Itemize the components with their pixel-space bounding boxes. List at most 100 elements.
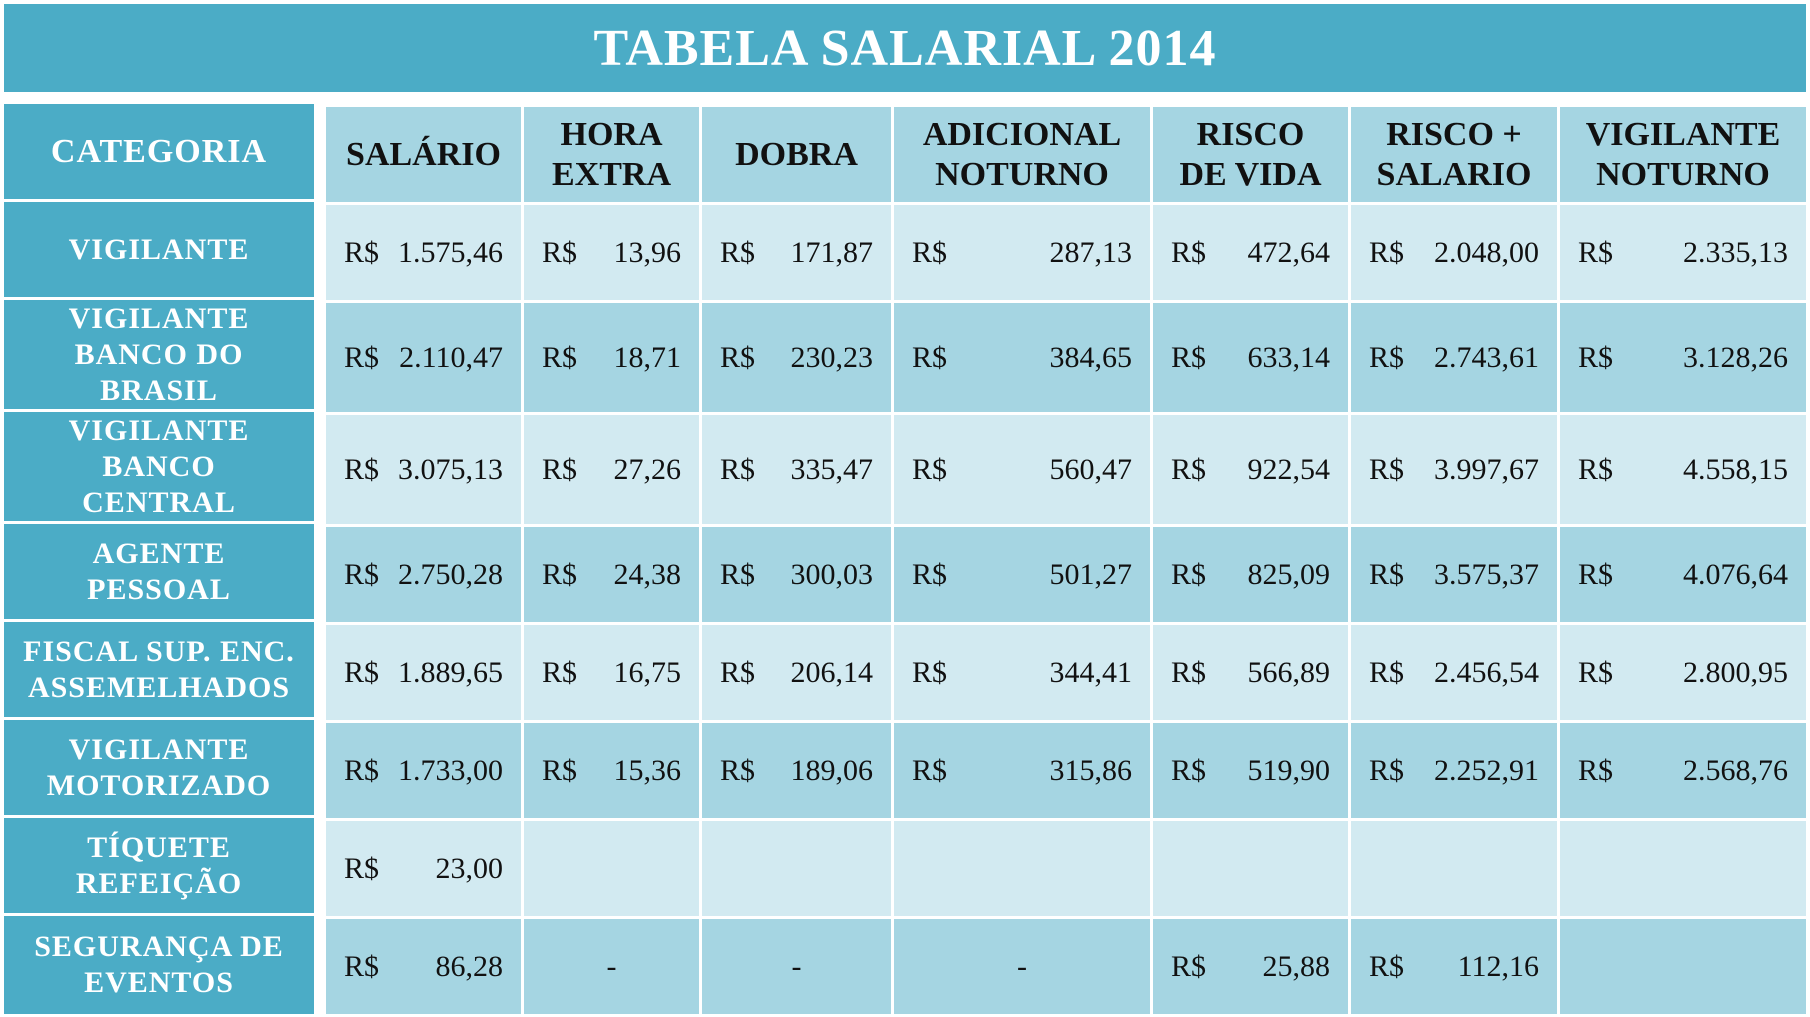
category-cell: FISCAL SUP. ENC. ASSEMELHADOS: [4, 622, 314, 720]
amount: 189,06: [790, 753, 874, 787]
currency-symbol: R$: [1369, 949, 1405, 983]
table-row: R$ 23,00: [323, 818, 1809, 919]
amount: 4.076,64: [1683, 557, 1788, 591]
currency-symbol: R$: [1369, 340, 1405, 374]
table-cell: R$ 501,27: [891, 524, 1153, 625]
table-cell: R$ 2.048,00: [1348, 202, 1560, 303]
amount: 315,86: [1049, 753, 1133, 787]
table-cell: R$ 287,13: [891, 202, 1153, 303]
table-cell: R$ 189,06: [699, 720, 894, 821]
amount: 171,87: [790, 235, 874, 269]
category-cell: SEGURANÇA DE EVENTOS: [4, 916, 314, 1014]
table-cell: R$ 922,54: [1150, 412, 1351, 527]
table-cell: R$ 2.335,13: [1557, 202, 1809, 303]
currency-symbol: R$: [912, 655, 948, 689]
currency-symbol: R$: [912, 452, 948, 486]
table-cell: R$ 560,47: [891, 412, 1153, 527]
currency-symbol: R$: [1369, 655, 1405, 689]
table-cell: R$ 15,36: [521, 720, 702, 821]
table-row: R$ 86,28- - - R$ 25,88 R$ 112,16: [323, 916, 1809, 1017]
table-cell: R$ 18,71: [521, 300, 702, 415]
amount: 16,75: [613, 655, 682, 689]
currency-symbol: R$: [542, 753, 578, 787]
table-cell: R$ 2.800,95: [1557, 622, 1809, 723]
table-cell: R$ 566,89: [1150, 622, 1351, 723]
table-cell: R$ 86,28: [323, 916, 524, 1017]
amount: 27,26: [613, 452, 682, 486]
table-row: R$ 1.575,46 R$ 13,96 R$ 171,87 R$ 287,13 R$ 472,6…: [323, 202, 1809, 303]
currency-symbol: R$: [1578, 557, 1614, 591]
amount: 24,38: [613, 557, 682, 591]
table-cell: -: [521, 916, 702, 1017]
amount: 3.997,67: [1434, 452, 1539, 486]
amount: 3.075,13: [398, 452, 503, 486]
amount: 86,28: [435, 949, 504, 983]
table-cell: -: [891, 916, 1153, 1017]
table-cell: R$ 1.733,00: [323, 720, 524, 821]
table-cell: R$ 633,14: [1150, 300, 1351, 415]
amount: 206,14: [790, 655, 874, 689]
table-cell: R$ 3.997,67: [1348, 412, 1560, 527]
table-cell: R$ 4.558,15: [1557, 412, 1809, 527]
table-cell: R$ 2.743,61: [1348, 300, 1560, 415]
page-title: TABELA SALARIAL 2014: [4, 4, 1806, 92]
table-cell: R$ 825,09: [1150, 524, 1351, 625]
currency-symbol: R$: [912, 753, 948, 787]
currency-symbol: R$: [1578, 655, 1614, 689]
table-cell: R$ 335,47: [699, 412, 894, 527]
table-cell: R$ 3.575,37: [1348, 524, 1560, 625]
table-cell: R$ 2.750,28: [323, 524, 524, 625]
currency-symbol: R$: [1369, 557, 1405, 591]
table-cell: [1348, 818, 1560, 919]
currency-symbol: R$: [542, 340, 578, 374]
column-header-salario: SALÁRIO: [323, 104, 524, 205]
table-cell: R$ 24,38: [521, 524, 702, 625]
amount: 384,65: [1049, 340, 1133, 374]
currency-symbol: R$: [1578, 235, 1614, 269]
amount: 566,89: [1247, 655, 1331, 689]
amount: 25,88: [1262, 949, 1331, 983]
table-cell: R$ 16,75: [521, 622, 702, 723]
column-header-adicional-noturno: ADICIONAL NOTURNO: [891, 104, 1153, 205]
amount: 335,47: [790, 452, 874, 486]
table-cell: R$ 300,03: [699, 524, 894, 625]
table-row: R$ 1.733,00 R$ 15,36 R$ 189,06 R$ 315,86 R$ 519,9…: [323, 720, 1809, 821]
amount: 2.750,28: [398, 557, 503, 591]
amount: 1.575,46: [398, 235, 503, 269]
currency-symbol: R$: [344, 851, 380, 885]
amount: 1.733,00: [398, 753, 503, 787]
table-cell: R$ 171,87: [699, 202, 894, 303]
column-header-vigilante-noturno: VIGILANTE NOTURNO: [1557, 104, 1809, 205]
table-cell: R$ 519,90: [1150, 720, 1351, 821]
amount: 230,23: [790, 340, 874, 374]
column-header-dobra: DOBRA: [699, 104, 894, 205]
amount: 287,13: [1049, 235, 1133, 269]
amount: 922,54: [1247, 452, 1331, 486]
amount: 2.800,95: [1683, 655, 1788, 689]
table-cell: R$ 3.128,26: [1557, 300, 1809, 415]
table-cell: R$ 384,65: [891, 300, 1153, 415]
currency-symbol: R$: [720, 753, 756, 787]
table-cell: [521, 818, 702, 919]
currency-symbol: R$: [720, 452, 756, 486]
table-cell: R$ 315,86: [891, 720, 1153, 821]
table-cell: R$ 472,64: [1150, 202, 1351, 303]
table-row: R$ 3.075,13 R$ 27,26 R$ 335,47 R$ 560,47 R$ 922,5…: [323, 412, 1809, 527]
currency-symbol: R$: [1171, 949, 1207, 983]
table-cell: [891, 818, 1153, 919]
currency-symbol: R$: [1171, 340, 1207, 374]
currency-symbol: R$: [1369, 452, 1405, 486]
amount: 633,14: [1247, 340, 1331, 374]
currency-symbol: R$: [542, 557, 578, 591]
table-cell: R$ 206,14: [699, 622, 894, 723]
amount: 560,47: [1049, 452, 1133, 486]
table-row: R$ 1.889,65 R$ 16,75 R$ 206,14 R$ 344,41 R$ 566,8…: [323, 622, 1809, 723]
currency-symbol: R$: [720, 340, 756, 374]
amount: 344,41: [1049, 655, 1133, 689]
currency-symbol: R$: [344, 557, 380, 591]
currency-symbol: R$: [1171, 655, 1207, 689]
table-cell: R$ 1.889,65: [323, 622, 524, 723]
table-cell: -: [699, 916, 894, 1017]
currency-symbol: R$: [1171, 235, 1207, 269]
category-column: CATEGORIA VIGILANTE VIGILANTE BANCO DO BRA…: [4, 104, 314, 1014]
